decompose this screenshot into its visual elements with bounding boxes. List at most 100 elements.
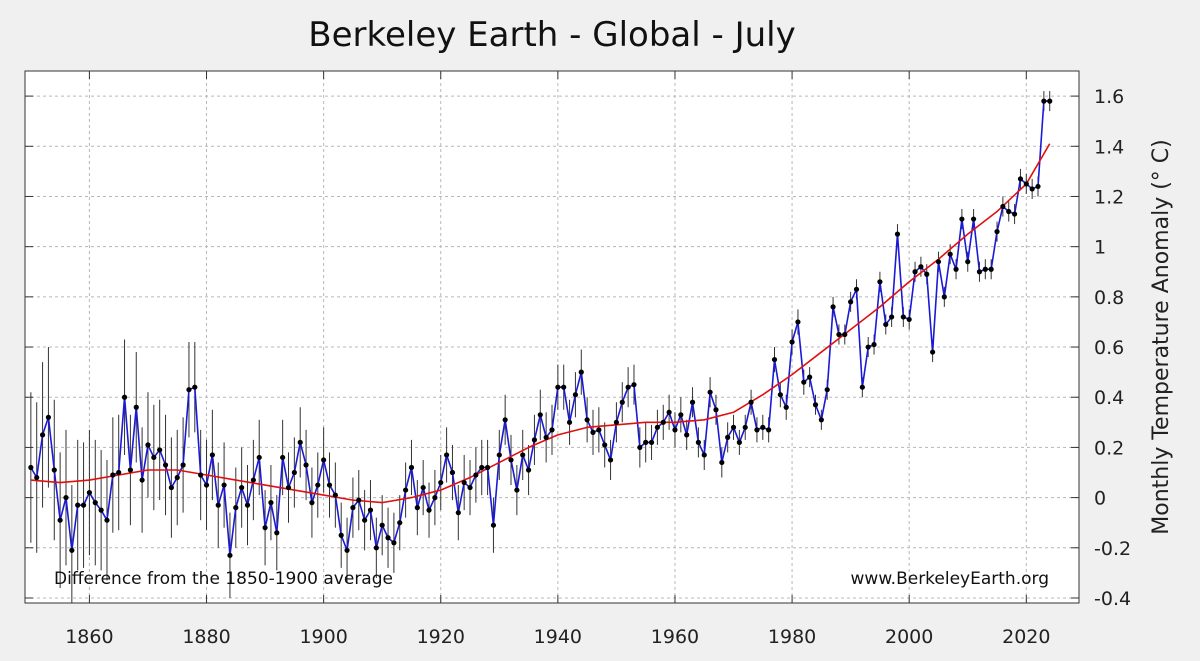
annotation-website: www.BerkeleyEarth.org xyxy=(851,569,1049,589)
y-tick-label: 1 xyxy=(1094,237,1106,259)
data-point xyxy=(859,384,865,390)
data-point xyxy=(725,434,731,440)
y-tick-label: 0 xyxy=(1094,488,1106,510)
data-point xyxy=(771,356,778,363)
data-point xyxy=(57,517,63,523)
data-point xyxy=(584,417,590,423)
data-point xyxy=(648,439,655,445)
data-point xyxy=(900,314,906,320)
data-point xyxy=(303,462,309,468)
data-point xyxy=(92,500,98,506)
data-point xyxy=(666,409,672,415)
y-tick-label: 1.2 xyxy=(1094,186,1124,208)
data-point xyxy=(291,469,297,476)
data-point xyxy=(490,522,497,528)
data-point xyxy=(976,269,983,275)
data-point xyxy=(321,457,327,463)
x-tick-label: 1980 xyxy=(768,626,816,648)
data-point xyxy=(121,394,128,400)
data-point xyxy=(162,462,169,468)
data-point xyxy=(807,374,813,380)
data-point xyxy=(795,319,801,325)
data-point xyxy=(268,500,274,506)
data-point xyxy=(520,452,526,458)
plot-area xyxy=(24,70,1080,604)
y-axis-label: Monthly Temperature Anomaly (° C) xyxy=(1149,139,1174,534)
data-point xyxy=(566,419,573,425)
data-point xyxy=(127,467,133,473)
data-point xyxy=(561,384,567,390)
data-point xyxy=(619,399,625,405)
data-point xyxy=(660,419,666,425)
data-point xyxy=(607,457,614,463)
data-point xyxy=(1041,98,1047,104)
data-point xyxy=(953,266,959,272)
data-point xyxy=(959,216,965,222)
data-point xyxy=(701,452,707,458)
data-point xyxy=(356,497,362,503)
data-point xyxy=(672,427,678,433)
x-tick-label: 1960 xyxy=(651,626,699,648)
data-point xyxy=(39,432,46,438)
data-point xyxy=(543,434,549,440)
data-point xyxy=(853,286,860,292)
data-point xyxy=(198,472,204,478)
data-point xyxy=(719,459,725,466)
data-point xyxy=(244,502,251,508)
data-point xyxy=(63,495,69,501)
data-point xyxy=(209,452,215,458)
data-point xyxy=(865,344,871,350)
y-tick-label: 1.4 xyxy=(1094,136,1124,158)
data-point xyxy=(572,392,579,398)
y-tick-label: 0.6 xyxy=(1094,337,1124,359)
data-point xyxy=(151,454,157,461)
data-point xyxy=(455,510,461,516)
data-point xyxy=(326,482,333,488)
data-point xyxy=(988,266,994,272)
data-point xyxy=(842,331,848,338)
data-point xyxy=(385,535,391,541)
x-tick-label: 1900 xyxy=(299,626,347,648)
data-point xyxy=(889,314,895,320)
data-point xyxy=(1000,203,1006,210)
data-point xyxy=(730,424,737,430)
y-tick-label: 0.8 xyxy=(1094,287,1124,309)
data-point xyxy=(233,505,239,511)
data-point xyxy=(397,520,403,526)
data-point xyxy=(473,472,479,478)
data-point xyxy=(631,382,637,388)
data-point xyxy=(438,479,444,486)
data-point xyxy=(912,269,918,275)
data-point xyxy=(766,427,772,433)
data-point xyxy=(362,517,368,523)
data-point xyxy=(1029,186,1035,192)
data-point xyxy=(748,399,754,405)
data-point xyxy=(104,517,110,523)
data-point xyxy=(525,467,532,473)
data-point xyxy=(51,467,57,473)
data-point xyxy=(332,492,338,498)
y-axis: -0.4 -0.2 0 0.2 0.4 0.6 0.8 1 1.2 1.4 1.6 xyxy=(25,86,1131,610)
data-point xyxy=(1023,181,1029,187)
data-point xyxy=(877,279,883,285)
data-point xyxy=(590,429,596,435)
data-point xyxy=(742,424,748,430)
data-point xyxy=(935,259,942,265)
x-axis: 1860 1880 1900 1920 1940 1960 1980 2000 2020 xyxy=(65,71,1050,648)
data-point xyxy=(45,414,52,420)
data-point xyxy=(549,427,555,433)
data-point xyxy=(1011,211,1018,217)
y-tick-label: 0.2 xyxy=(1094,437,1124,459)
data-point xyxy=(801,379,807,385)
data-point xyxy=(994,229,1000,235)
data-point xyxy=(894,231,901,237)
data-point xyxy=(192,384,198,390)
data-point xyxy=(971,216,977,222)
data-point xyxy=(678,412,684,418)
data-point xyxy=(80,502,87,508)
data-point xyxy=(180,462,186,468)
data-point xyxy=(367,507,374,513)
data-point xyxy=(508,457,514,463)
data-point xyxy=(174,474,180,481)
data-point xyxy=(848,299,854,305)
